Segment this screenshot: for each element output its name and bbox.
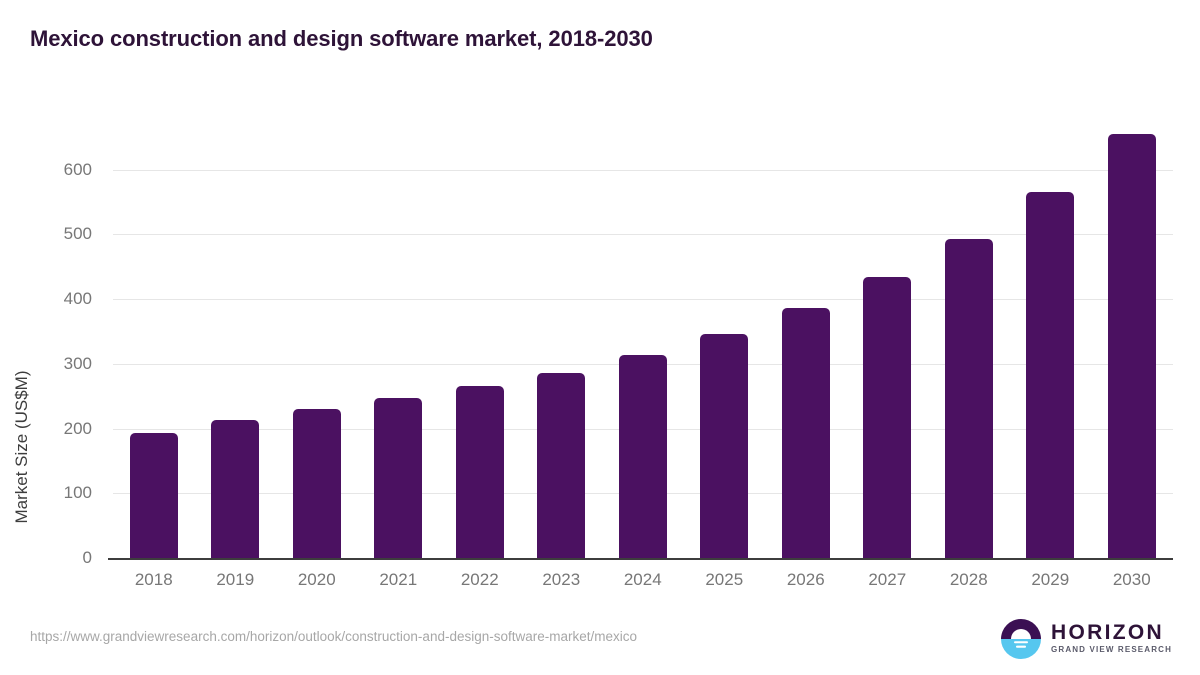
y-axis-tick-label: 400 xyxy=(63,289,92,309)
x-axis-tick-label: 2030 xyxy=(1112,570,1151,589)
y-axis-title: Market Size (US$M) xyxy=(12,370,31,524)
bar-slot xyxy=(276,105,358,558)
bar-2019[interactable] xyxy=(211,419,260,558)
bar-2020[interactable] xyxy=(292,408,341,558)
x-axis-tick-label: 2020 xyxy=(297,570,336,589)
x-axis-tick-label: 2018 xyxy=(134,570,173,589)
y-axis-tick-label: 0 xyxy=(82,548,92,567)
x-axis-tick-label: 2029 xyxy=(1031,570,1070,589)
bar-2027[interactable] xyxy=(863,277,912,558)
horizon-logo-icon xyxy=(1001,619,1042,659)
y-axis-tick-label: 300 xyxy=(63,353,92,373)
gridline xyxy=(113,299,1173,301)
bar-2022[interactable] xyxy=(455,385,504,558)
x-axis-tick-label: 2025 xyxy=(705,570,744,589)
bar-2018[interactable] xyxy=(129,433,178,558)
bar-slot xyxy=(358,105,440,558)
logo-text: HORIZON GRAND VIEW RESEARCH xyxy=(1051,622,1172,655)
y-axis-tick-label: 100 xyxy=(63,483,92,503)
bar-slot xyxy=(195,105,277,558)
bar-2023[interactable] xyxy=(537,372,586,558)
y-axis-tick-label: 500 xyxy=(63,224,92,244)
bars-layer xyxy=(113,105,1173,558)
bar-slot xyxy=(1091,105,1173,558)
horizon-logo: HORIZON GRAND VIEW RESEARCH xyxy=(1000,616,1172,662)
bar-slot xyxy=(1010,105,1092,558)
x-axis-tick-label: 2022 xyxy=(460,570,499,589)
x-axis-tick-label: 2021 xyxy=(379,570,418,589)
x-axis-tick-label: 2023 xyxy=(542,570,581,589)
page-title: Mexico construction and design software … xyxy=(30,26,653,51)
bar-slot xyxy=(928,105,1010,558)
y-axis-tick-label: 200 xyxy=(63,418,92,438)
bar-slot xyxy=(602,105,684,558)
x-axis-tick-label: 2019 xyxy=(216,570,255,589)
x-axis: 2018 2019 2020 2021 2022 2023 2024 2025 2026 2027… xyxy=(113,570,1173,590)
bar-2026[interactable] xyxy=(781,308,830,558)
bar-2028[interactable] xyxy=(944,238,993,558)
bar-2030[interactable] xyxy=(1107,134,1156,558)
bar-slot xyxy=(439,105,521,558)
bar-slot xyxy=(113,105,195,558)
logo-wordmark: HORIZON xyxy=(1051,621,1164,645)
y-axis-tick-label: 600 xyxy=(63,159,92,179)
bar-slot xyxy=(847,105,929,558)
x-axis-tick-label: 2028 xyxy=(949,570,988,589)
plot-area xyxy=(108,105,1173,560)
gridline xyxy=(113,234,1173,236)
source-url[interactable]: https://www.grandviewresearch.com/horizo… xyxy=(30,629,638,644)
x-axis-tick-label: 2026 xyxy=(786,570,825,589)
bar-slot xyxy=(765,105,847,558)
bar-slot xyxy=(521,105,603,558)
bar-slot xyxy=(684,105,766,558)
x-axis-tick-label: 2024 xyxy=(623,570,662,589)
bar-2029[interactable] xyxy=(1026,192,1075,558)
y-axis: Market Size (US$M) 0 100 200 300 400 500 600 xyxy=(0,105,108,567)
x-axis-line xyxy=(108,558,1173,560)
x-axis-tick-label: 2027 xyxy=(868,570,907,589)
logo-tagline: GRAND VIEW RESEARCH xyxy=(1051,645,1172,655)
bar-2025[interactable] xyxy=(700,334,749,558)
bar-2024[interactable] xyxy=(618,355,667,558)
bar-2021[interactable] xyxy=(374,398,423,558)
gridline xyxy=(113,169,1173,171)
